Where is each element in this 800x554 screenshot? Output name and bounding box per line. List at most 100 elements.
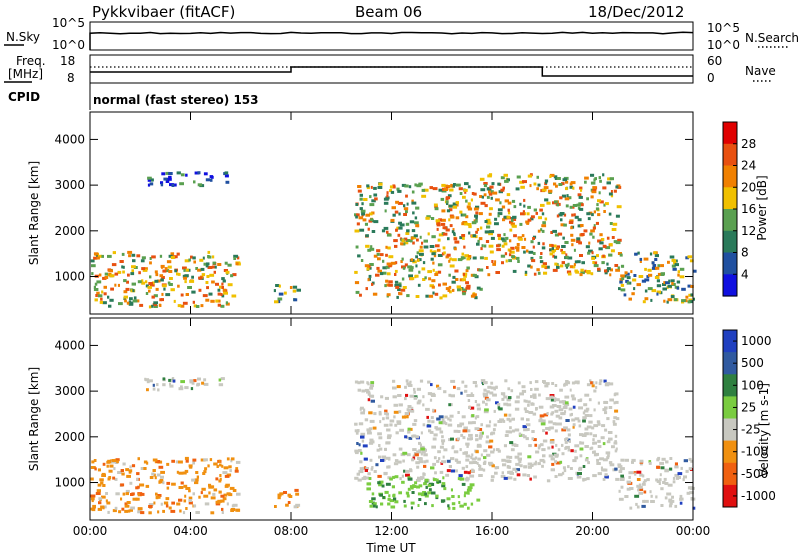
echo-cell	[539, 458, 545, 462]
echo-cell	[564, 197, 570, 201]
echo-cell	[404, 263, 408, 267]
echo-cell	[185, 293, 189, 296]
echo-cell	[385, 279, 389, 283]
echo-cell	[611, 228, 617, 231]
echo-cell	[485, 240, 490, 243]
echo-cell	[425, 459, 429, 463]
y-tick-label: 1000	[54, 476, 85, 490]
echo-cell	[453, 237, 458, 241]
echo-cell	[452, 184, 456, 188]
echo-cell	[508, 253, 512, 257]
echo-cell	[463, 470, 468, 474]
echo-cell	[139, 492, 145, 496]
echo-cell	[457, 411, 460, 414]
echo-cell	[372, 292, 378, 296]
echo-cell	[482, 400, 485, 404]
echo-cell	[227, 263, 232, 267]
echo-cell	[138, 271, 141, 275]
echo-cell	[120, 469, 124, 472]
echo-cell	[531, 430, 535, 433]
echo-cell	[90, 259, 95, 263]
echo-cell	[592, 438, 595, 442]
echo-cell	[182, 471, 187, 475]
echo-cell	[468, 225, 472, 229]
echo-cell	[492, 428, 496, 432]
echo-cell	[418, 441, 421, 445]
echo-cell	[359, 407, 362, 411]
echo-cell	[433, 456, 437, 460]
echo-cell	[461, 415, 466, 419]
echo-cell	[605, 451, 611, 455]
echo-cell	[438, 427, 442, 431]
echo-cell	[458, 501, 461, 504]
echo-cell	[114, 477, 118, 481]
echo-cell	[450, 488, 453, 492]
echo-cell	[465, 269, 469, 273]
echo-cell	[410, 258, 414, 262]
echo-cell	[540, 422, 546, 426]
echo-cell	[478, 212, 483, 216]
echo-cell	[466, 205, 471, 209]
echo-cell	[149, 182, 154, 186]
echo-cell	[227, 283, 233, 287]
echo-cell	[124, 509, 129, 513]
echo-cell	[474, 235, 478, 239]
echo-cell	[555, 461, 561, 465]
echo-cell	[574, 444, 580, 448]
echo-cell	[467, 471, 471, 475]
echo-cell	[436, 227, 439, 231]
echo-cell	[565, 204, 569, 208]
echo-cell	[206, 262, 210, 266]
echo-cell	[273, 289, 276, 293]
echo-cell	[603, 379, 607, 383]
echo-cell	[397, 226, 403, 230]
colorbar-segment	[723, 274, 737, 297]
echo-cell	[478, 444, 482, 448]
echo-cell	[597, 267, 601, 271]
echo-cell	[540, 228, 543, 232]
echo-cell	[512, 467, 517, 471]
echo-cell	[432, 437, 437, 441]
echo-cell	[361, 202, 364, 206]
echo-cell	[506, 398, 511, 402]
echo-cell	[667, 492, 672, 496]
echo-cell	[566, 270, 572, 274]
echo-cell	[360, 432, 366, 436]
echo-cell	[661, 457, 666, 461]
echo-cell	[556, 177, 561, 180]
echo-cell	[527, 400, 531, 404]
echo-cell	[407, 477, 413, 481]
echo-cell	[448, 259, 451, 263]
echo-cell	[424, 494, 429, 498]
echo-cell	[480, 423, 483, 427]
echo-cell	[578, 195, 583, 199]
echo-cell	[165, 180, 170, 183]
echo-cell	[484, 408, 489, 412]
echo-cell	[386, 428, 391, 432]
echo-cell	[94, 298, 98, 302]
echo-cell	[398, 403, 403, 407]
echo-cell	[503, 402, 509, 406]
echo-cell	[219, 474, 222, 477]
echo-cell	[105, 499, 108, 503]
echo-cell	[430, 466, 435, 470]
echo-cell	[614, 409, 619, 413]
echo-cell	[563, 382, 568, 386]
echo-cell	[602, 442, 606, 446]
echo-cell	[145, 378, 150, 382]
echo-cell	[357, 254, 361, 258]
echo-cell	[488, 192, 493, 196]
echo-cell	[559, 196, 563, 200]
echo-cell	[451, 502, 456, 506]
echo-cell	[185, 173, 188, 177]
echo-cell	[425, 294, 429, 298]
echo-cell	[657, 264, 661, 268]
echo-cell	[604, 269, 608, 273]
echo-cell	[548, 420, 553, 424]
echo-cell	[448, 438, 452, 442]
echo-cell	[584, 176, 589, 180]
echo-cell	[413, 390, 416, 394]
echo-cell	[613, 189, 617, 193]
echo-cell	[394, 284, 400, 287]
